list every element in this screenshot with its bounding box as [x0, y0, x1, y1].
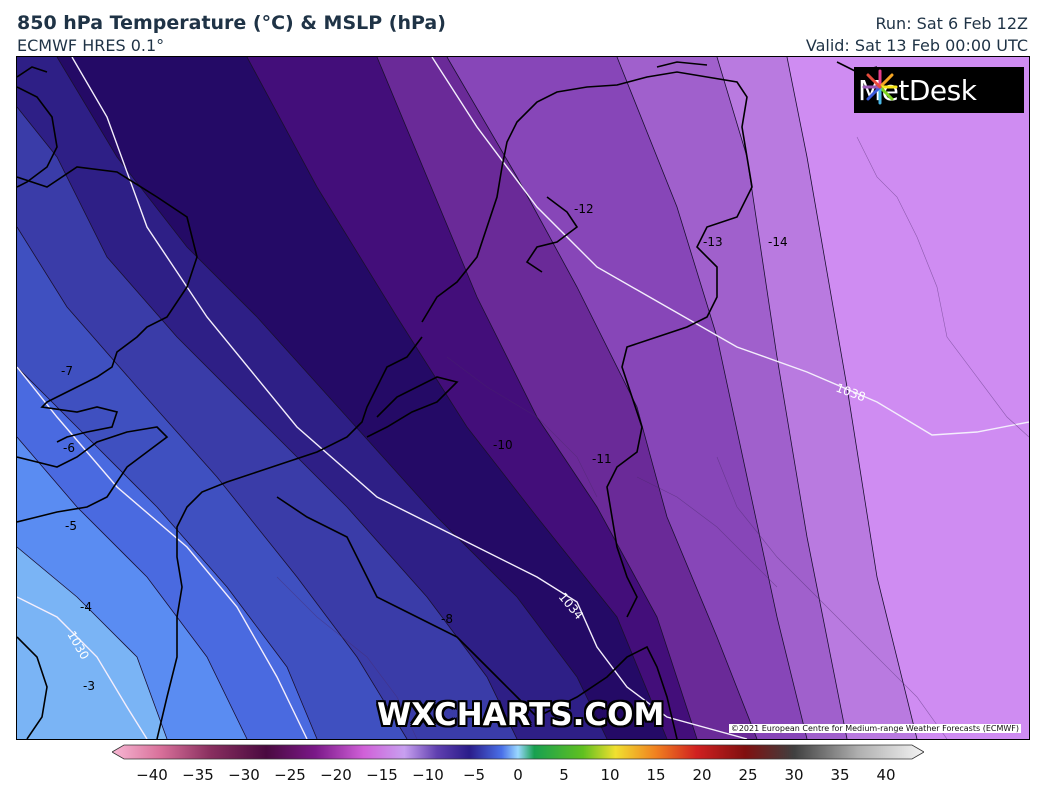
metdesk-logo-mark-icon: [862, 69, 898, 105]
valid-label: Valid: Sat 13 Feb 00:00 UTC: [805, 36, 1028, 55]
coastlines: [17, 61, 878, 739]
map-svg: -12 -13 -14 -7 -6 -5 -4 -3 -8 -10 -11 10…: [17, 57, 1029, 739]
temp-label: -6: [63, 441, 75, 455]
colorbar-tick: 10: [600, 766, 620, 784]
colorbar-tick: −20: [320, 766, 352, 784]
colorbar-tick: 20: [692, 766, 712, 784]
band-minus3: [17, 547, 167, 739]
colorbar-tick: 40: [876, 766, 896, 784]
copyright-text: ©2021 European Centre for Medium-range W…: [728, 724, 1021, 733]
colorbar-tick: −35: [182, 766, 214, 784]
admin-borders: [276, 136, 1029, 739]
temp-label: -7: [61, 364, 73, 378]
temp-label: -14: [768, 235, 788, 249]
colorbar-tick: 25: [738, 766, 758, 784]
temp-label: -8: [441, 612, 453, 626]
colorbar-tick: −15: [366, 766, 398, 784]
colorbar-tick: −30: [228, 766, 260, 784]
colorbar-legend: −40 −35 −30 −25 −20 −15 −10 −5 0 5 10 15…: [112, 742, 924, 792]
isotherm-lines: [17, 57, 918, 739]
metdesk-logo: MetDesk: [854, 67, 1024, 113]
weather-map[interactable]: -12 -13 -14 -7 -6 -5 -4 -3 -8 -10 -11 10…: [16, 56, 1030, 740]
colorbar-tick: 0: [513, 766, 523, 784]
isobar-lines: [17, 57, 1029, 739]
temperature-labels: -12 -13 -14 -7 -6 -5 -4 -3 -8 -10 -11: [61, 202, 788, 693]
colorbar-tick: −5: [462, 766, 486, 784]
temp-label: -11: [592, 452, 612, 466]
colorbar-tick: −10: [412, 766, 444, 784]
colorbar: [112, 744, 924, 760]
run-label: Run: Sat 6 Feb 12Z: [875, 14, 1028, 33]
model-label: ECMWF HRES 0.1°: [17, 36, 165, 55]
colorbar-tick: 30: [784, 766, 804, 784]
colorbar-ticks: −40 −35 −30 −25 −20 −15 −10 −5 0 5 10 15…: [112, 766, 924, 788]
temp-label: -13: [703, 235, 723, 249]
watermark: WXCHARTS.COM: [377, 697, 665, 733]
colorbar-tick: −40: [136, 766, 168, 784]
temp-label: -4: [80, 600, 92, 614]
chart-title: 850 hPa Temperature (°C) & MSLP (hPa): [17, 12, 446, 34]
colorbar-tick: −25: [274, 766, 306, 784]
colorbar-tick: 5: [559, 766, 569, 784]
temp-label: -3: [83, 679, 95, 693]
temp-label: -10: [493, 438, 513, 452]
temp-label: -12: [574, 202, 594, 216]
temp-label: -5: [65, 519, 77, 533]
colorbar-tick: 15: [646, 766, 666, 784]
colorbar-tick: 35: [830, 766, 850, 784]
